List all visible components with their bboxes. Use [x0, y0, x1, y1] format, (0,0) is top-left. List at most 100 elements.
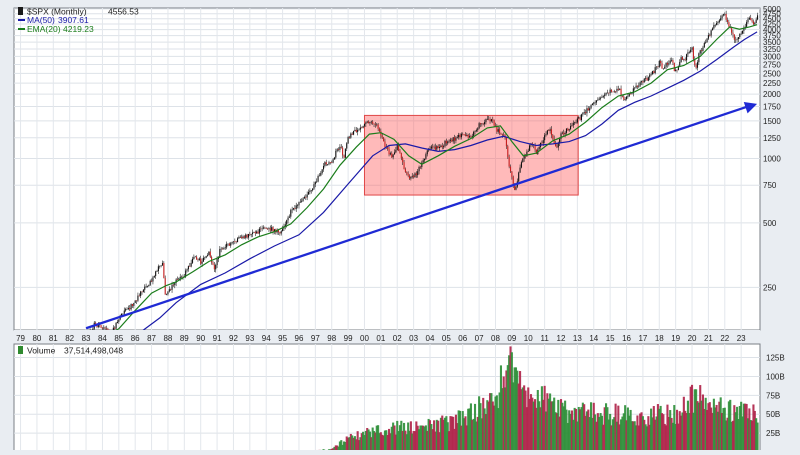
price-bar-down	[279, 232, 280, 233]
price-bar-up	[738, 37, 739, 39]
price-bar-down	[734, 34, 735, 39]
price-bar-up	[626, 97, 627, 99]
price-bar-down	[331, 162, 332, 163]
price-bar-down	[373, 124, 374, 125]
price-bar-up	[686, 54, 687, 60]
x-tick-label-06: 06	[458, 334, 467, 343]
price-bar-up	[595, 102, 596, 103]
legend-volume-swatch	[18, 346, 23, 354]
price-bar-down	[435, 147, 436, 150]
price-bar-up	[629, 94, 630, 96]
price-bar-up	[466, 135, 467, 136]
price-bar-up	[395, 150, 396, 152]
price-bar-up	[631, 93, 632, 94]
volume-y-tick-label-100B: 100B	[766, 372, 785, 381]
price-bar-up	[166, 294, 167, 295]
price-bar-up	[300, 202, 301, 203]
price-bar-down	[506, 138, 507, 147]
price-bar-down	[502, 134, 503, 135]
price-bar-down	[623, 96, 624, 99]
price-bar-up	[614, 91, 615, 92]
price-bar-down	[222, 249, 223, 250]
price-bar-up	[558, 143, 559, 147]
price-bar-down	[660, 61, 661, 63]
price-bar-up	[651, 74, 652, 75]
price-bar-down	[399, 151, 400, 153]
price-bar-up	[233, 241, 234, 242]
price-bar-up	[443, 146, 444, 147]
x-tick-label-79: 79	[16, 334, 25, 343]
price-bar-down	[244, 236, 245, 238]
price-bar-up	[424, 159, 425, 160]
price-bar-down	[541, 143, 542, 144]
price-bar-up	[716, 23, 717, 25]
price-bar-down	[615, 91, 616, 92]
price-bar-down	[657, 67, 658, 68]
legend-ema20-label: EMA(20)	[27, 24, 61, 34]
price-y-tick-label-2750: 2750	[763, 60, 781, 69]
price-bar-up	[648, 77, 649, 80]
price-bar-up	[484, 122, 485, 124]
price-bar-up	[458, 135, 459, 137]
price-bar-up	[187, 269, 188, 270]
price-bar-down	[361, 128, 362, 129]
price-y-tick-label-2000: 2000	[763, 90, 781, 99]
x-tick-label-23: 23	[737, 334, 746, 343]
price-bar-up	[161, 265, 162, 266]
price-bar-up	[469, 136, 470, 137]
price-bar-down	[107, 329, 108, 330]
price-bar-down	[101, 325, 102, 328]
x-tick-label-19: 19	[671, 334, 680, 343]
price-bar-down	[102, 328, 103, 329]
price-bar-up	[232, 242, 233, 243]
price-bar-up	[687, 52, 688, 54]
price-bar-up	[150, 281, 151, 285]
price-bar-down	[95, 323, 96, 324]
price-bar-up	[739, 34, 740, 37]
price-bar-up	[425, 154, 426, 159]
x-tick-label-22: 22	[720, 334, 729, 343]
price-bar-down	[406, 172, 407, 173]
price-bar-up	[360, 128, 361, 130]
price-bar-up	[133, 303, 134, 306]
price-bar-down	[416, 173, 417, 175]
price-bar-down	[588, 108, 589, 110]
price-bar-up	[757, 15, 758, 19]
price-bar-up	[713, 25, 714, 28]
price-bar-down	[451, 140, 452, 142]
price-bar-down	[750, 18, 751, 20]
price-bar-up	[363, 126, 364, 128]
price-bar-down	[229, 244, 230, 246]
price-bar-down	[693, 47, 694, 59]
x-tick-label-89: 89	[180, 334, 189, 343]
price-bar-up	[455, 138, 456, 141]
price-bar-down	[563, 133, 564, 135]
price-bar-down	[342, 148, 343, 156]
price-bar-down	[384, 141, 385, 147]
price-bar-up	[227, 244, 228, 245]
price-bar-up	[600, 98, 601, 99]
price-bar-down	[247, 235, 248, 238]
price-bar-down	[622, 96, 623, 97]
price-bar-up	[649, 75, 650, 78]
price-bar-down	[735, 40, 736, 41]
price-bar-up	[544, 135, 545, 140]
price-bar-up	[472, 136, 473, 137]
price-bar-down	[294, 208, 295, 209]
price-bar-up	[207, 255, 208, 256]
price-bar-down	[170, 289, 171, 290]
price-bar-up	[477, 128, 478, 130]
x-tick-label-17: 17	[638, 334, 647, 343]
price-bar-up	[154, 276, 155, 277]
price-bar-up	[592, 104, 593, 105]
price-bar-down	[685, 59, 686, 60]
price-bar-down	[535, 145, 536, 149]
price-bar-down	[438, 146, 439, 148]
price-bar-down	[494, 120, 495, 125]
x-tick-label-21: 21	[704, 334, 713, 343]
price-bar-down	[499, 129, 500, 133]
price-bar-up	[288, 218, 289, 221]
price-bar-up	[711, 30, 712, 35]
price-bar-up	[226, 244, 227, 248]
price-bar-up	[691, 47, 692, 50]
